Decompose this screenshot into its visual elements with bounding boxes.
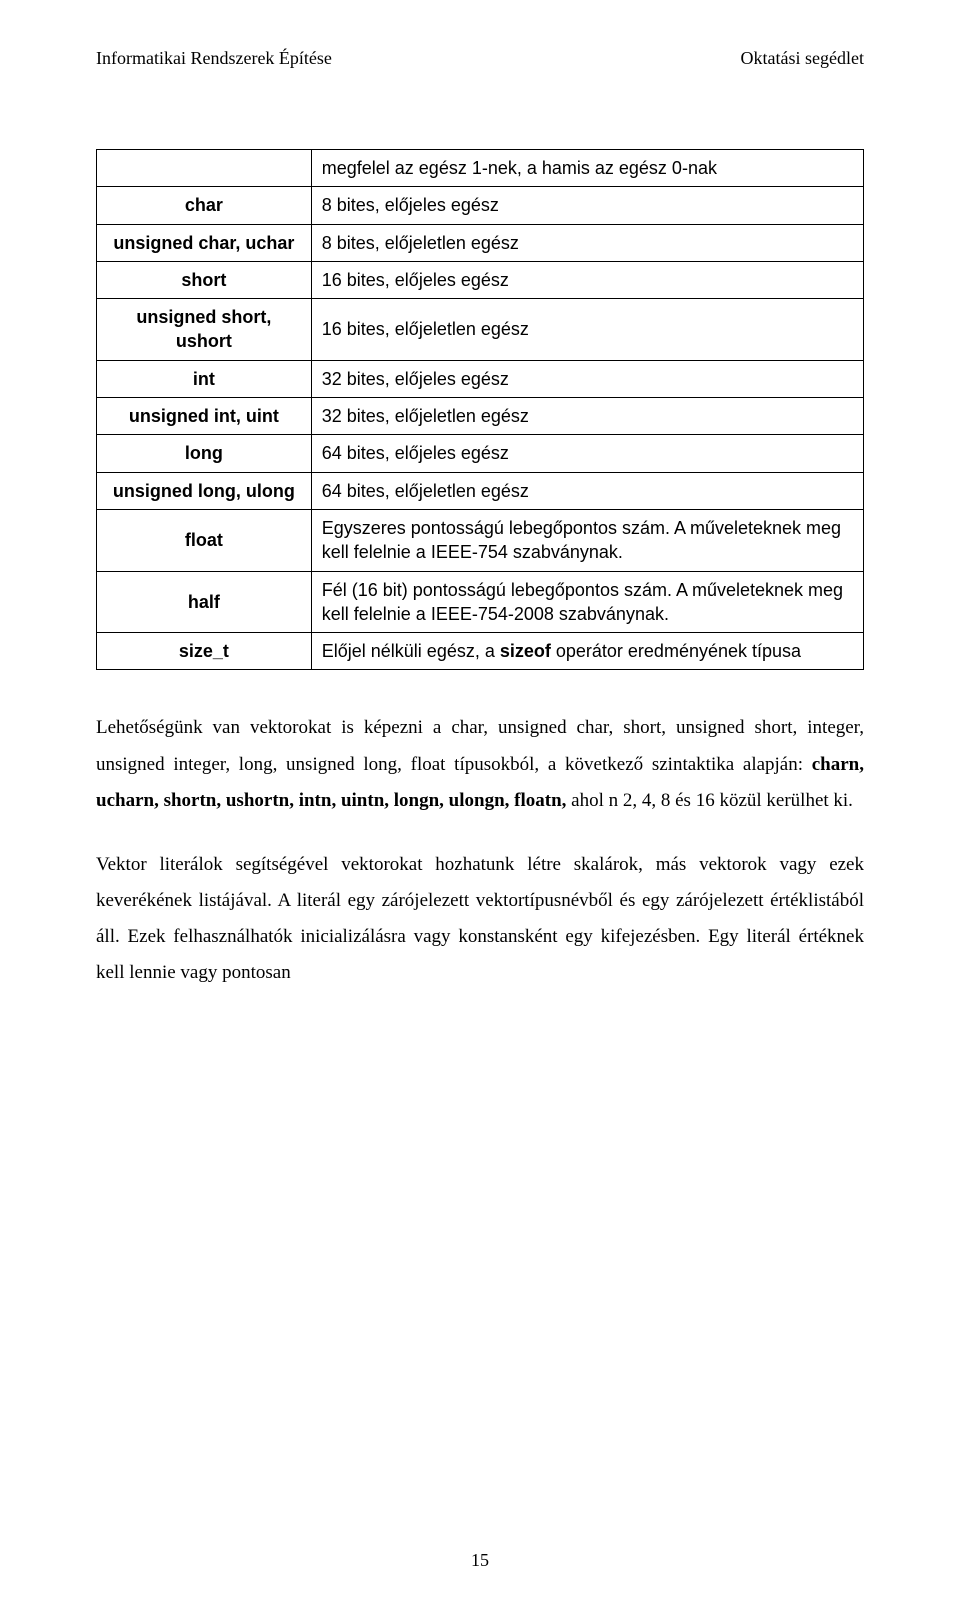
table-row: unsigned int, uint 32 bites, előjeletlen… xyxy=(97,398,864,435)
table-row: float Egyszeres pontosságú lebegőpontos … xyxy=(97,509,864,571)
table-row: megfelel az egész 1-nek, a hamis az egés… xyxy=(97,150,864,187)
table-row: unsigned char, uchar 8 bites, előjeletle… xyxy=(97,224,864,261)
type-name-cell: unsigned char, uchar xyxy=(97,224,312,261)
type-name-cell: float xyxy=(97,509,312,571)
table-row: half Fél (16 bit) pontosságú lebegőponto… xyxy=(97,571,864,633)
header-right: Oktatási segédlet xyxy=(741,48,864,69)
type-desc-cell: megfelel az egész 1-nek, a hamis az egés… xyxy=(311,150,863,187)
type-desc-cell: 32 bites, előjeletlen egész xyxy=(311,398,863,435)
table-row: int 32 bites, előjeles egész xyxy=(97,360,864,397)
type-name-cell: int xyxy=(97,360,312,397)
type-name-cell: char xyxy=(97,187,312,224)
type-desc-cell: 8 bites, előjeletlen egész xyxy=(311,224,863,261)
type-name-cell: half xyxy=(97,571,312,633)
table-row: unsigned short, ushort 16 bites, előjele… xyxy=(97,299,864,361)
type-desc-cell: Előjel nélküli egész, a sizeof operátor … xyxy=(311,633,863,670)
type-name-cell: short xyxy=(97,261,312,298)
type-name-cell xyxy=(97,150,312,187)
page: Informatikai Rendszerek Építése Oktatási… xyxy=(0,0,960,1601)
type-name-cell: unsigned short, ushort xyxy=(97,299,312,361)
type-name-cell: unsigned int, uint xyxy=(97,398,312,435)
type-name-cell: long xyxy=(97,435,312,472)
types-table: megfelel az egész 1-nek, a hamis az egés… xyxy=(96,149,864,670)
type-desc-cell: Egyszeres pontosságú lebegőpontos szám. … xyxy=(311,509,863,571)
body-text: Lehetőségünk van vektorokat is képezni a… xyxy=(96,710,864,991)
paragraph-1: Lehetőségünk van vektorokat is képezni a… xyxy=(96,710,864,818)
type-desc-cell: 64 bites, előjeletlen egész xyxy=(311,472,863,509)
page-number: 15 xyxy=(0,1550,960,1571)
table-row: char 8 bites, előjeles egész xyxy=(97,187,864,224)
table-row: long 64 bites, előjeles egész xyxy=(97,435,864,472)
paragraph-2: Vektor literálok segítségével vektorokat… xyxy=(96,847,864,991)
table-row: short 16 bites, előjeles egész xyxy=(97,261,864,298)
table-row: size_t Előjel nélküli egész, a sizeof op… xyxy=(97,633,864,670)
header-left: Informatikai Rendszerek Építése xyxy=(96,48,332,69)
table-row: unsigned long, ulong 64 bites, előjeletl… xyxy=(97,472,864,509)
type-desc-cell: 16 bites, előjeletlen egész xyxy=(311,299,863,361)
type-desc-cell: 32 bites, előjeles egész xyxy=(311,360,863,397)
type-desc-cell: 16 bites, előjeles egész xyxy=(311,261,863,298)
type-desc-cell: Fél (16 bit) pontosságú lebegőpontos szá… xyxy=(311,571,863,633)
page-header: Informatikai Rendszerek Építése Oktatási… xyxy=(96,48,864,69)
type-desc-cell: 64 bites, előjeles egész xyxy=(311,435,863,472)
type-name-cell: unsigned long, ulong xyxy=(97,472,312,509)
type-desc-cell: 8 bites, előjeles egész xyxy=(311,187,863,224)
type-name-cell: size_t xyxy=(97,633,312,670)
